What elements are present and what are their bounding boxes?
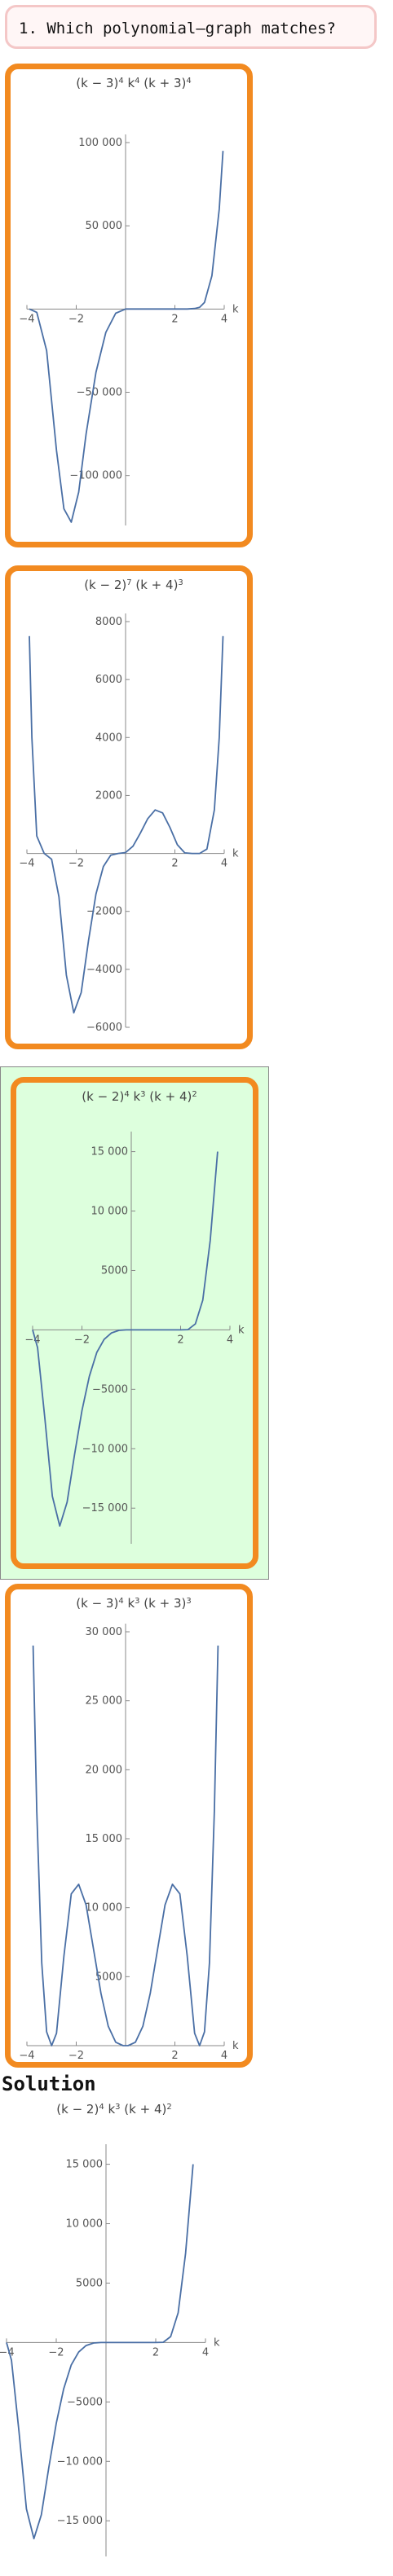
x-axis-label: k <box>232 303 239 315</box>
y-tick-label: 15 000 <box>91 1146 129 1158</box>
y-tick-label: −6000 <box>86 1022 122 1034</box>
solution-heading: Solution <box>2 2073 96 2095</box>
plot-title: (k − 2)7 (k + 4)3 <box>84 578 183 592</box>
x-tick-label: −4 <box>19 858 34 870</box>
x-tick-label: −2 <box>68 313 84 325</box>
x-axis-label: k <box>238 1324 245 1336</box>
y-tick-label: 10 000 <box>86 1902 123 1914</box>
x-tick-label: 2 <box>152 2346 159 2358</box>
x-tick-label: 4 <box>221 313 227 325</box>
y-tick-label: 8000 <box>95 616 122 628</box>
plot-a: (k − 3)4 k4 (k + 3)4 k −4 −2 2 4 100 000 50 000… <box>19 76 239 525</box>
series-line <box>32 1151 219 1527</box>
y-tick-label: 15 000 <box>66 2159 104 2171</box>
plot-c: (k − 2)4 k3 (k + 4)2 k −4 −2 2 4 15 000 10 000 5… <box>24 1089 245 1544</box>
x-tick-label: 2 <box>177 1334 183 1346</box>
answer-card-c[interactable]: (k − 2)4 k3 (k + 4)2 k −4 −2 2 4 15 000 10 000 5… <box>11 1077 258 1569</box>
y-tick-label: −15 000 <box>82 1502 128 1514</box>
question-box: 1. Which polynomial–graph matches? <box>5 5 377 49</box>
plot-b: (k − 2)7 (k + 4)3 k −4 −2 2 4 8000 6000 4000 2000… <box>19 578 239 1034</box>
x-axis-label: k <box>232 848 239 860</box>
series-line <box>29 635 224 1014</box>
y-tick-label: 10 000 <box>91 1206 129 1218</box>
y-tick-label: 10 000 <box>66 2218 104 2231</box>
y-tick-label: 4000 <box>95 732 122 744</box>
answer-card-b[interactable]: (k − 2)7 (k + 4)3 k −4 −2 2 4 8000 6000 4000 2000… <box>5 565 253 1049</box>
x-tick-label: −2 <box>48 2346 64 2358</box>
y-tick-label: −10 000 <box>57 2455 103 2468</box>
y-tick-label: 5000 <box>76 2277 103 2289</box>
y-tick-label: 100 000 <box>78 137 122 149</box>
y-tick-label: 5000 <box>101 1264 128 1277</box>
x-tick-label: −4 <box>19 313 34 325</box>
plot-title: (k − 2)4 k3 (k + 4)2 <box>56 2102 171 2117</box>
question-text: 1. Which polynomial–graph matches? <box>19 20 336 37</box>
y-tick-label: 2000 <box>95 789 122 802</box>
plot-title: (k − 3)4 k3 (k + 3)3 <box>76 1596 191 1611</box>
y-tick-label: 20 000 <box>86 1764 123 1776</box>
x-tick-label: 2 <box>171 313 178 325</box>
plot-solution: (k − 2)4 k3 (k + 4)2 k −4 −2 2 4 15 000 10 000 5… <box>0 2102 220 2556</box>
x-tick-label: 4 <box>227 1334 233 1346</box>
x-axis-label: k <box>214 2336 220 2349</box>
y-tick-label: −100 000 <box>69 470 122 482</box>
x-tick-label: 2 <box>171 2050 178 2062</box>
x-tick-label: 4 <box>221 858 227 870</box>
x-axis-label: k <box>232 2040 239 2052</box>
x-tick-label: 2 <box>171 858 178 870</box>
plot-title: (k − 2)4 k3 (k + 4)2 <box>82 1089 196 1104</box>
y-tick-label: 50 000 <box>86 220 123 232</box>
correct-answer-highlight: (k − 2)4 k3 (k + 4)2 k −4 −2 2 4 15 000 10 000 5… <box>0 1066 269 1580</box>
x-tick-label: 4 <box>202 2346 209 2358</box>
y-tick-label: −10 000 <box>82 1443 128 1455</box>
plot-title: (k − 3)4 k4 (k + 3)4 <box>76 76 191 90</box>
x-tick-label: −4 <box>0 2346 15 2358</box>
x-tick-label: −4 <box>19 2050 34 2062</box>
x-tick-label: −2 <box>68 858 84 870</box>
y-tick-label: −5000 <box>92 1383 128 1396</box>
series-line <box>29 151 224 523</box>
x-tick-label: −4 <box>24 1334 40 1346</box>
y-tick-label: −5000 <box>67 2396 103 2408</box>
y-tick-label: −50 000 <box>77 387 122 399</box>
series-line <box>32 1645 219 2046</box>
y-tick-label: −4000 <box>86 964 122 976</box>
y-tick-label: 25 000 <box>86 1695 123 1708</box>
x-tick-label: −2 <box>68 2050 84 2062</box>
y-tick-label: 5000 <box>95 1971 122 1983</box>
series-line <box>6 2164 194 2539</box>
x-tick-label: 4 <box>221 2050 227 2062</box>
y-tick-label: −15 000 <box>57 2515 103 2527</box>
y-tick-label: 30 000 <box>86 1626 123 1638</box>
x-tick-label: −2 <box>74 1334 90 1346</box>
y-tick-label: 15 000 <box>86 1833 123 1845</box>
answer-card-d[interactable]: (k − 3)4 k3 (k + 3)3 k −4 −2 2 4 30 000 25 000 2… <box>5 1584 253 2068</box>
plot-d: (k − 3)4 k3 (k + 3)3 k −4 −2 2 4 30 000 25 000 2… <box>19 1596 239 2062</box>
y-tick-label: 6000 <box>95 674 122 686</box>
answer-card-a[interactable]: (k − 3)4 k4 (k + 3)4 k −4 −2 2 4 100 000 50 000… <box>5 64 253 547</box>
y-tick-label: −2000 <box>86 906 122 918</box>
